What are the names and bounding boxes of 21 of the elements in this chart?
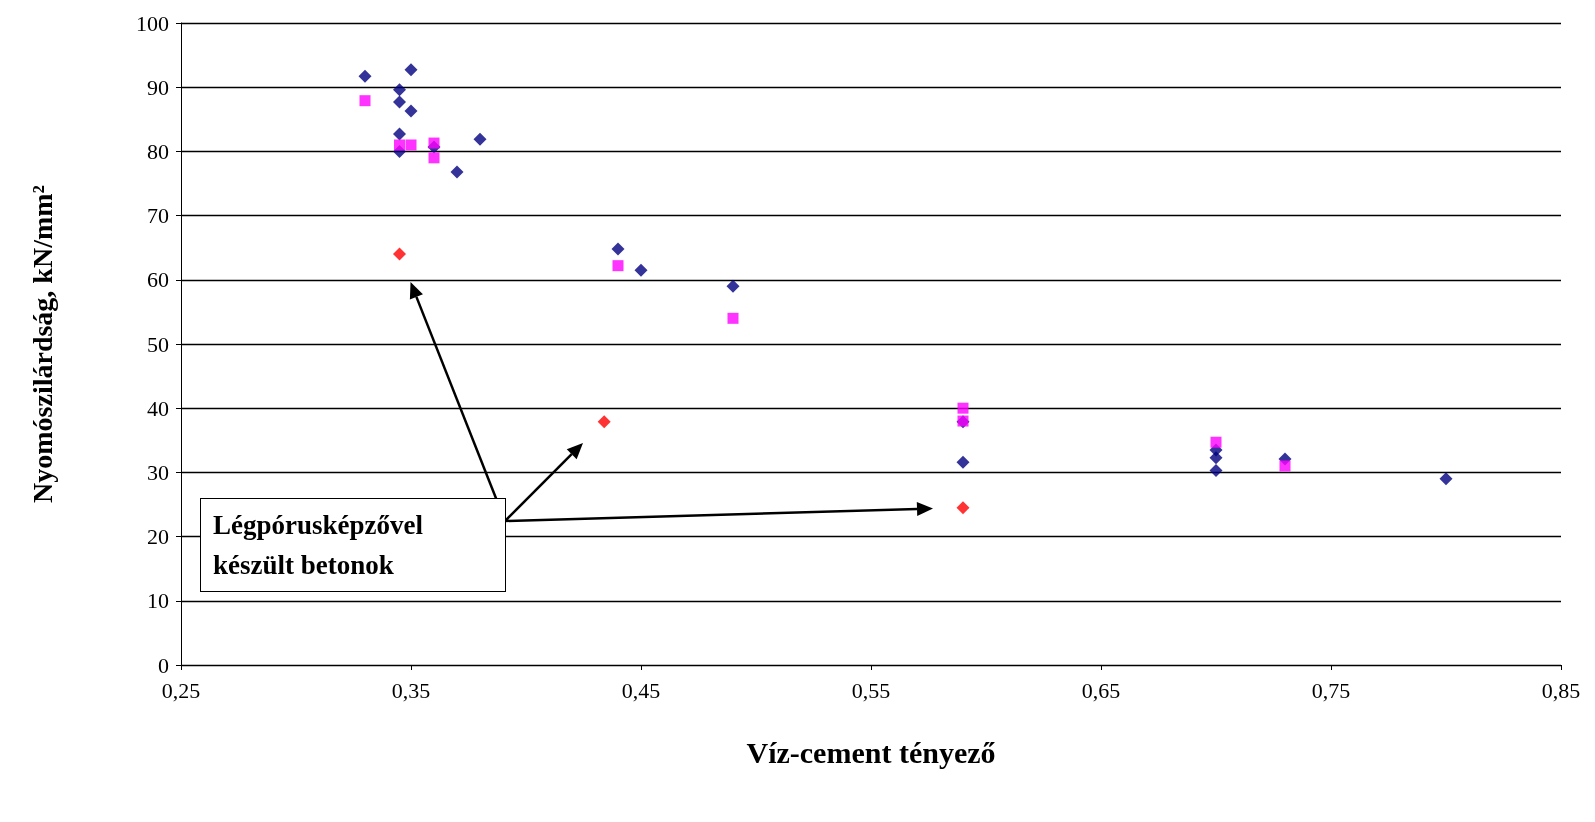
x-tick-label: 0,75 xyxy=(1311,677,1351,703)
x-tick-label: 0,55 xyxy=(851,677,891,703)
x-tick-label: 0,65 xyxy=(1081,677,1121,703)
x-axis-title: Víz-cement tényező xyxy=(746,735,996,769)
y-tick-label: 30 xyxy=(147,459,169,485)
y-tick-label: 80 xyxy=(147,138,169,164)
y-tick-label: 40 xyxy=(147,395,169,421)
x-tick-label: 0,85 xyxy=(1541,677,1581,703)
note-box: Légpórusképzővel készült betonok xyxy=(200,498,506,592)
y-tick-label: 90 xyxy=(147,74,169,100)
x-tick-label: 0,45 xyxy=(621,677,661,703)
y-tick-label: 70 xyxy=(147,203,169,229)
y-tick-label: 0 xyxy=(158,652,169,678)
y-tick-label: 50 xyxy=(147,331,169,357)
y-tick-label: 60 xyxy=(147,267,169,293)
x-tick-label: 0,35 xyxy=(391,677,431,703)
x-tick-label: 0,25 xyxy=(161,677,201,703)
y-tick-label: 10 xyxy=(147,588,169,614)
y-tick-label: 100 xyxy=(136,10,169,36)
y-tick-label: 20 xyxy=(147,524,169,550)
y-axis-title: Nyomószilárdság, kN/mm² xyxy=(26,185,58,503)
